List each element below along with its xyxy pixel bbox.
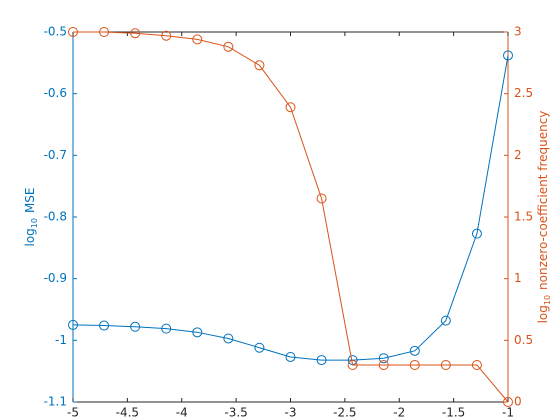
marker: [471, 228, 482, 239]
y-axis-label-sub: 10: [30, 218, 39, 228]
x-tick-label: -1.5: [442, 406, 465, 420]
y2-tick-label: 0.5: [514, 333, 533, 347]
marker: [68, 319, 78, 330]
marker: [440, 360, 451, 370]
y2-axis-label-sub: 10: [543, 295, 552, 305]
marker: [99, 27, 110, 37]
y-tick-label: -0.6: [44, 86, 67, 100]
marker: [130, 321, 141, 332]
y2-axis-label-prefix: log: [536, 305, 550, 323]
y-tick-label: -1.1: [44, 395, 67, 409]
y-tick-label: -0.7: [44, 148, 67, 162]
y-axis-label-prefix: log: [23, 228, 37, 246]
marker: [285, 102, 296, 113]
y-tick-label: -1: [55, 333, 67, 347]
marker: [503, 50, 513, 61]
x-tick-label: -2.5: [333, 406, 356, 420]
y2-tick-label: 3: [514, 25, 522, 39]
marker: [503, 397, 513, 407]
marker: [440, 315, 451, 326]
x-tick-label: -4.5: [116, 406, 139, 420]
y2-axis-label-text: nonzero-coefficient frequency: [536, 111, 550, 290]
y-axis-label: log10 MSE: [23, 187, 39, 246]
y2-tick-label: 2.5: [514, 86, 533, 100]
x-tick-label: -5: [67, 406, 79, 420]
marker: [409, 360, 420, 370]
series-line: [73, 31, 509, 403]
marker: [161, 323, 172, 334]
marker: [254, 342, 265, 353]
marker: [347, 360, 358, 370]
marker: [161, 30, 172, 41]
y2-tick-label: 2: [514, 148, 522, 162]
marker: [192, 327, 203, 338]
marker: [378, 353, 389, 364]
marker: [223, 41, 234, 52]
marker: [130, 28, 141, 39]
series-line: [72, 55, 509, 361]
y-tick-label: -0.5: [44, 25, 67, 39]
x-tick-label: -1: [502, 406, 514, 420]
x-tick-label: -3: [285, 406, 297, 420]
marker: [471, 360, 482, 370]
y-tick-label: -0.8: [44, 210, 67, 224]
marker: [378, 360, 389, 370]
marker: [316, 355, 327, 366]
x-tick-label: -2: [393, 406, 405, 420]
marker: [254, 60, 265, 71]
y2-tick-label: 1: [514, 271, 522, 285]
y-tick-label: -0.9: [44, 271, 67, 285]
marker: [223, 333, 234, 344]
marker: [316, 193, 327, 204]
marker: [192, 34, 203, 45]
y2-tick-label: 0: [514, 395, 522, 409]
y-axis-label-text: MSE: [23, 187, 37, 213]
x-tick-label: -4: [176, 406, 188, 420]
x-tick-label: -3.5: [224, 406, 247, 420]
y2-tick-label: 1.5: [514, 210, 533, 224]
marker: [99, 320, 110, 331]
marker: [285, 351, 296, 362]
marker: [68, 27, 78, 37]
marker: [409, 345, 420, 356]
y2-axis-label: log10 nonzero-coefficient frequency: [536, 111, 552, 324]
